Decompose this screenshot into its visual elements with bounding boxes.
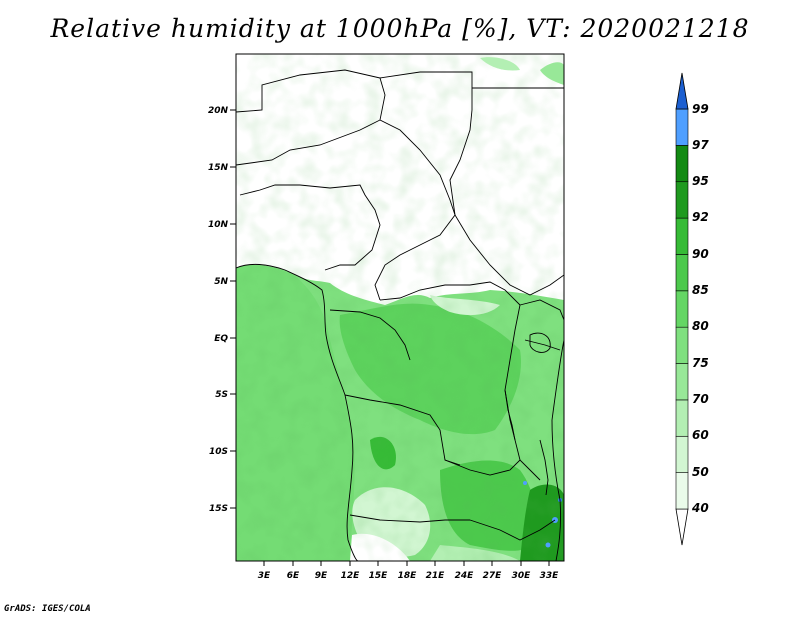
lat-label: 10S	[209, 447, 228, 457]
border-east	[519, 299, 564, 351]
colorbar-label: 40	[691, 501, 709, 515]
colorbar-swatch	[675, 435, 689, 473]
colorbar-swatch	[675, 217, 689, 255]
lon-label: 6E	[287, 571, 300, 581]
lake-malawi	[539, 439, 549, 496]
border-sahara	[236, 69, 564, 113]
saturated-speck	[545, 542, 551, 548]
lat-label: 15S	[209, 504, 228, 514]
colorbar-swatch	[675, 472, 689, 510]
lake-victoria	[529, 332, 551, 353]
colorbar-max-arrow	[675, 72, 689, 110]
border-angola-s	[349, 514, 470, 523]
country-borders	[236, 69, 564, 561]
lon-label: 27E	[483, 571, 503, 581]
lon-axis: 3E 6E 9E 12E 15E 18E 21E 24E 27E 30E 33E	[258, 561, 559, 581]
lat-label: EQ	[214, 334, 228, 344]
colorbar-swatch	[675, 399, 689, 437]
border-niger	[236, 77, 386, 166]
lon-label: 24E	[455, 571, 475, 581]
credit-label: GrADS: IGES/COLA	[4, 604, 91, 614]
border-sudan	[449, 109, 564, 296]
colorbar-swatches	[675, 72, 689, 546]
lat-label: 20N	[208, 106, 229, 116]
map-frame	[235, 53, 565, 562]
lat-label: 5N	[214, 277, 228, 287]
saturated-speck	[523, 481, 527, 485]
border-zim	[469, 519, 556, 541]
colorbar-swatch	[675, 108, 689, 146]
humidity-field	[236, 54, 564, 561]
border-car	[379, 281, 521, 306]
coastline	[236, 263, 359, 561]
colorbar-swatch	[675, 363, 689, 401]
moist-speck	[540, 62, 564, 85]
colorbar-label: 75	[692, 356, 709, 370]
lat-label: 15N	[208, 163, 229, 173]
colorbar-label: 85	[692, 283, 709, 297]
colorbar-label: 70	[692, 392, 709, 406]
lon-label: 15E	[369, 571, 389, 581]
colorbar-swatch	[675, 290, 689, 328]
colorbar-swatch	[675, 254, 689, 292]
lon-label: 21E	[426, 571, 446, 581]
lon-label: 18E	[398, 571, 418, 581]
colorbar-label: 99	[692, 102, 709, 116]
lon-label: 3E	[258, 571, 271, 581]
border-nigeria	[239, 184, 381, 271]
colorbar-swatch	[675, 181, 689, 219]
colorbar-label: 90	[692, 247, 709, 261]
lake-tanganyika	[504, 389, 516, 441]
lon-label: 33E	[540, 571, 560, 581]
colorbar-label: 92	[692, 210, 709, 224]
colorbar: 99 97 95 92 90 85 80 75 70 60 50 40	[675, 72, 709, 546]
colorbar-label: 80	[692, 319, 709, 333]
colorbar-label: 95	[692, 174, 709, 188]
lon-label: 12E	[341, 571, 361, 581]
colorbar-min-arrow	[675, 508, 689, 546]
lon-label: 9E	[315, 571, 328, 581]
colorbar-label: 60	[692, 428, 709, 442]
moist-speck	[480, 57, 520, 71]
map-title: Relative humidity at 1000hPa [%], VT: 20…	[50, 14, 750, 43]
lat-label: 5S	[215, 390, 228, 400]
border-chad	[374, 119, 456, 301]
lat-axis: 20N 15N 10N 5N EQ 5S 10S 15S	[208, 106, 236, 514]
colorbar-swatch	[675, 145, 689, 183]
colorbar-swatch	[675, 326, 689, 364]
east-coast	[551, 339, 564, 561]
border-zambia	[444, 459, 541, 481]
lat-label: 10N	[208, 220, 229, 230]
border-congo-n	[329, 309, 411, 361]
lon-label: 30E	[512, 571, 532, 581]
colorbar-label: 50	[692, 465, 709, 479]
colorbar-label: 97	[692, 138, 709, 152]
